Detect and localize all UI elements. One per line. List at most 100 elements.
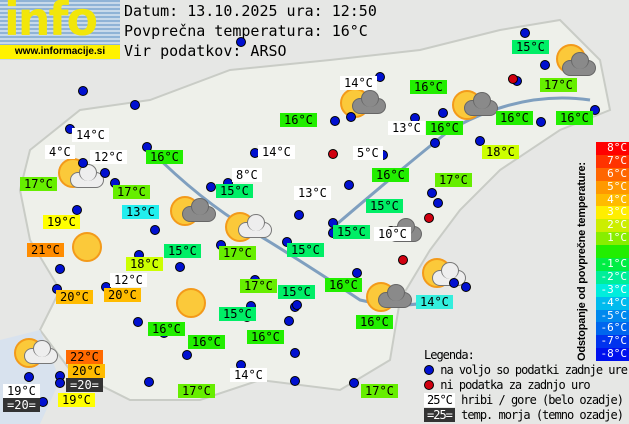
temperature-label: 15°C <box>366 199 403 213</box>
temperature-label: 15°C <box>278 285 315 299</box>
station-marker[interactable] <box>290 376 300 386</box>
temperature-label: 20°C <box>104 288 141 302</box>
temperature-label: 21°C <box>27 243 64 257</box>
temperature-label: 15°C <box>333 225 370 239</box>
legend-sea-text: temp. morja (temno ozadje) <box>461 408 624 422</box>
temperature-label: 14°C <box>416 295 453 309</box>
station-marker[interactable] <box>78 158 88 168</box>
scale-step: -3°C <box>596 283 629 297</box>
temperature-label: 19°C <box>58 393 95 407</box>
temperature-label: 15°C <box>287 243 324 257</box>
temperature-label: 12°C <box>110 273 147 287</box>
country-outline <box>18 18 612 401</box>
temperature-label: 17°C <box>540 78 577 92</box>
scale-step: -1°C <box>596 257 629 271</box>
station-marker[interactable] <box>292 300 302 310</box>
temperature-label: 16°C <box>410 80 447 94</box>
scale-step: -6°C <box>596 322 629 336</box>
legend-mountain: 25°C hribi / gore (belo ozadje) <box>424 393 624 408</box>
station-marker[interactable] <box>346 112 356 122</box>
temperature-label: 14°C <box>72 128 109 142</box>
temperature-label: 8°C <box>232 168 262 182</box>
station-marker[interactable] <box>72 205 82 215</box>
temperature-label: 17°C <box>113 185 150 199</box>
data-source: Vir podatkov: ARSO <box>124 42 287 60</box>
station-marker[interactable] <box>100 168 110 178</box>
station-marker[interactable] <box>236 37 246 47</box>
station-marker[interactable] <box>449 278 459 288</box>
mountain-sample: 25°C <box>424 393 455 407</box>
temperature-label: 13°C <box>388 121 425 135</box>
legend-no-data-text: ni podatka za zadnjo uro <box>440 378 590 392</box>
temperature-label: 15°C <box>216 184 253 198</box>
station-marker[interactable] <box>78 86 88 96</box>
station-marker[interactable] <box>144 377 154 387</box>
temperature-label: 14°C <box>230 368 267 382</box>
station-marker[interactable] <box>427 188 437 198</box>
station-dot-icon <box>424 365 434 375</box>
no-data-marker[interactable] <box>424 213 434 223</box>
station-marker[interactable] <box>290 348 300 358</box>
station-marker[interactable] <box>433 198 443 208</box>
no-data-marker[interactable] <box>508 74 518 84</box>
no-data-dot-icon <box>424 380 434 390</box>
legend-no-data: ni podatka za zadnjo uro <box>424 378 591 393</box>
scale-step: -4°C <box>596 296 629 310</box>
station-marker[interactable] <box>430 138 440 148</box>
station-marker[interactable] <box>540 60 550 70</box>
logo-url[interactable]: www.informacije.si <box>0 45 120 59</box>
temperature-label: 20°C <box>56 290 93 304</box>
station-marker[interactable] <box>344 180 354 190</box>
scale-step: 3°C <box>596 206 629 220</box>
temperature-label: 22°C <box>66 350 103 364</box>
station-marker[interactable] <box>475 136 485 146</box>
station-marker[interactable] <box>55 264 65 274</box>
temperature-label: 14°C <box>340 76 377 90</box>
station-marker[interactable] <box>133 317 143 327</box>
station-marker[interactable] <box>182 350 192 360</box>
temperature-label: 12°C <box>90 150 127 164</box>
station-marker[interactable] <box>284 316 294 326</box>
legend-station-text: na voljo so podatki zadnje ure <box>440 363 628 377</box>
station-marker[interactable] <box>520 28 530 38</box>
legend-title: Legenda: <box>424 348 475 362</box>
station-marker[interactable] <box>130 100 140 110</box>
station-marker[interactable] <box>536 117 546 127</box>
no-data-marker[interactable] <box>398 255 408 265</box>
station-marker[interactable] <box>330 116 340 126</box>
station-marker[interactable] <box>349 378 359 388</box>
temperature-label: 19°C <box>43 215 80 229</box>
station-marker[interactable] <box>24 372 34 382</box>
sun-icon <box>176 288 206 318</box>
station-marker[interactable] <box>352 268 362 278</box>
temperature-label: 15°C <box>219 307 256 321</box>
station-marker[interactable] <box>206 182 216 192</box>
cloud-icon <box>70 164 104 188</box>
temperature-label: 5°C <box>353 146 383 160</box>
cloud-icon <box>238 214 272 238</box>
cloud-icon <box>378 284 412 308</box>
legend-station: na voljo so podatki zadnje ure <box>424 363 628 378</box>
scale-step: -5°C <box>596 309 629 323</box>
logo[interactable]: info www.informacije.si <box>0 0 120 60</box>
scale-title: Odstopanje od povprečne temperature: <box>576 162 588 361</box>
date-line: Datum: 13.10.2025 ura: 12:50 <box>124 2 377 20</box>
station-marker[interactable] <box>175 262 185 272</box>
scale-step <box>596 245 629 259</box>
station-marker[interactable] <box>294 210 304 220</box>
station-marker[interactable] <box>461 282 471 292</box>
temperature-label: 17°C <box>435 173 472 187</box>
station-marker[interactable] <box>590 105 600 115</box>
station-marker[interactable] <box>55 378 65 388</box>
station-marker[interactable] <box>150 225 160 235</box>
temperature-label: 13°C <box>294 186 331 200</box>
temperature-label: 16°C <box>148 322 185 336</box>
no-data-marker[interactable] <box>328 149 338 159</box>
sea-sample: =25= <box>424 408 455 422</box>
scale-step: 8°C <box>596 141 629 155</box>
temperature-label: 16°C <box>356 315 393 329</box>
scale-step: -7°C <box>596 334 629 349</box>
temperature-label: 15°C <box>164 244 201 258</box>
temperature-label: 18°C <box>126 257 163 271</box>
station-marker[interactable] <box>438 108 448 118</box>
